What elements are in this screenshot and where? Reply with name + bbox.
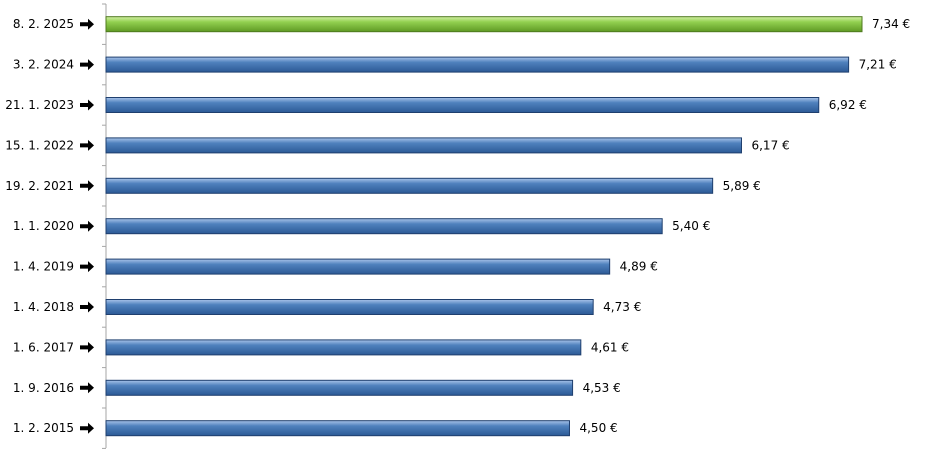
right-arrow-icon <box>80 301 94 313</box>
value-label: 4,89 € <box>620 260 658 274</box>
right-arrow-icon <box>80 180 94 192</box>
value-label: 4,61 € <box>591 340 629 354</box>
value-label: 4,50 € <box>579 421 617 435</box>
right-arrow-icon <box>80 261 94 273</box>
right-arrow-icon <box>80 220 94 232</box>
bar <box>105 177 714 194</box>
bar <box>105 339 582 356</box>
value-label: 6,92 € <box>829 98 867 112</box>
right-arrow-icon <box>80 99 94 111</box>
bar <box>105 379 574 396</box>
right-arrow-icon <box>80 139 94 151</box>
bar <box>105 218 663 235</box>
category-labels: 8. 2. 2025 3. 2. 2024 21. 1. 2023 15. 1. 20… <box>5 17 94 435</box>
category-label: 15. 1. 2022 <box>5 138 74 152</box>
bar <box>105 137 742 154</box>
category-label: 1. 9. 2016 <box>13 381 74 395</box>
value-labels: 7,34 € 7,21 € 6,92 € 6,17 € 5,89 € 5,40 € 4,89… <box>579 17 910 435</box>
category-label: 21. 1. 2023 <box>5 98 74 112</box>
bar <box>105 258 611 275</box>
right-arrow-icon <box>80 18 94 30</box>
bar <box>105 299 594 315</box>
value-label: 7,21 € <box>859 58 897 72</box>
bar <box>105 97 820 113</box>
value-label: 4,73 € <box>603 300 641 314</box>
right-arrow-icon <box>80 341 94 353</box>
bar <box>105 56 850 73</box>
bar <box>105 16 863 33</box>
category-label: 1. 2. 2015 <box>13 421 74 435</box>
value-label: 6,17 € <box>751 138 789 152</box>
bar <box>105 420 570 437</box>
right-arrow-icon <box>80 382 94 394</box>
category-label: 1. 4. 2018 <box>13 300 74 314</box>
right-arrow-icon <box>80 59 94 71</box>
right-arrow-icon <box>80 422 94 434</box>
value-label: 5,40 € <box>672 219 710 233</box>
category-label: 1. 1. 2020 <box>13 219 74 233</box>
category-label: 8. 2. 2025 <box>13 17 74 31</box>
category-label: 3. 2. 2024 <box>13 58 74 72</box>
value-label: 5,89 € <box>723 179 761 193</box>
category-label: 1. 4. 2019 <box>13 260 74 274</box>
axis-ticks <box>102 3 106 449</box>
bar-series <box>105 16 863 437</box>
value-label: 7,34 € <box>872 17 910 31</box>
value-label: 4,53 € <box>583 381 621 395</box>
category-label: 19. 2. 2021 <box>5 179 74 193</box>
category-label: 1. 6. 2017 <box>13 340 74 354</box>
